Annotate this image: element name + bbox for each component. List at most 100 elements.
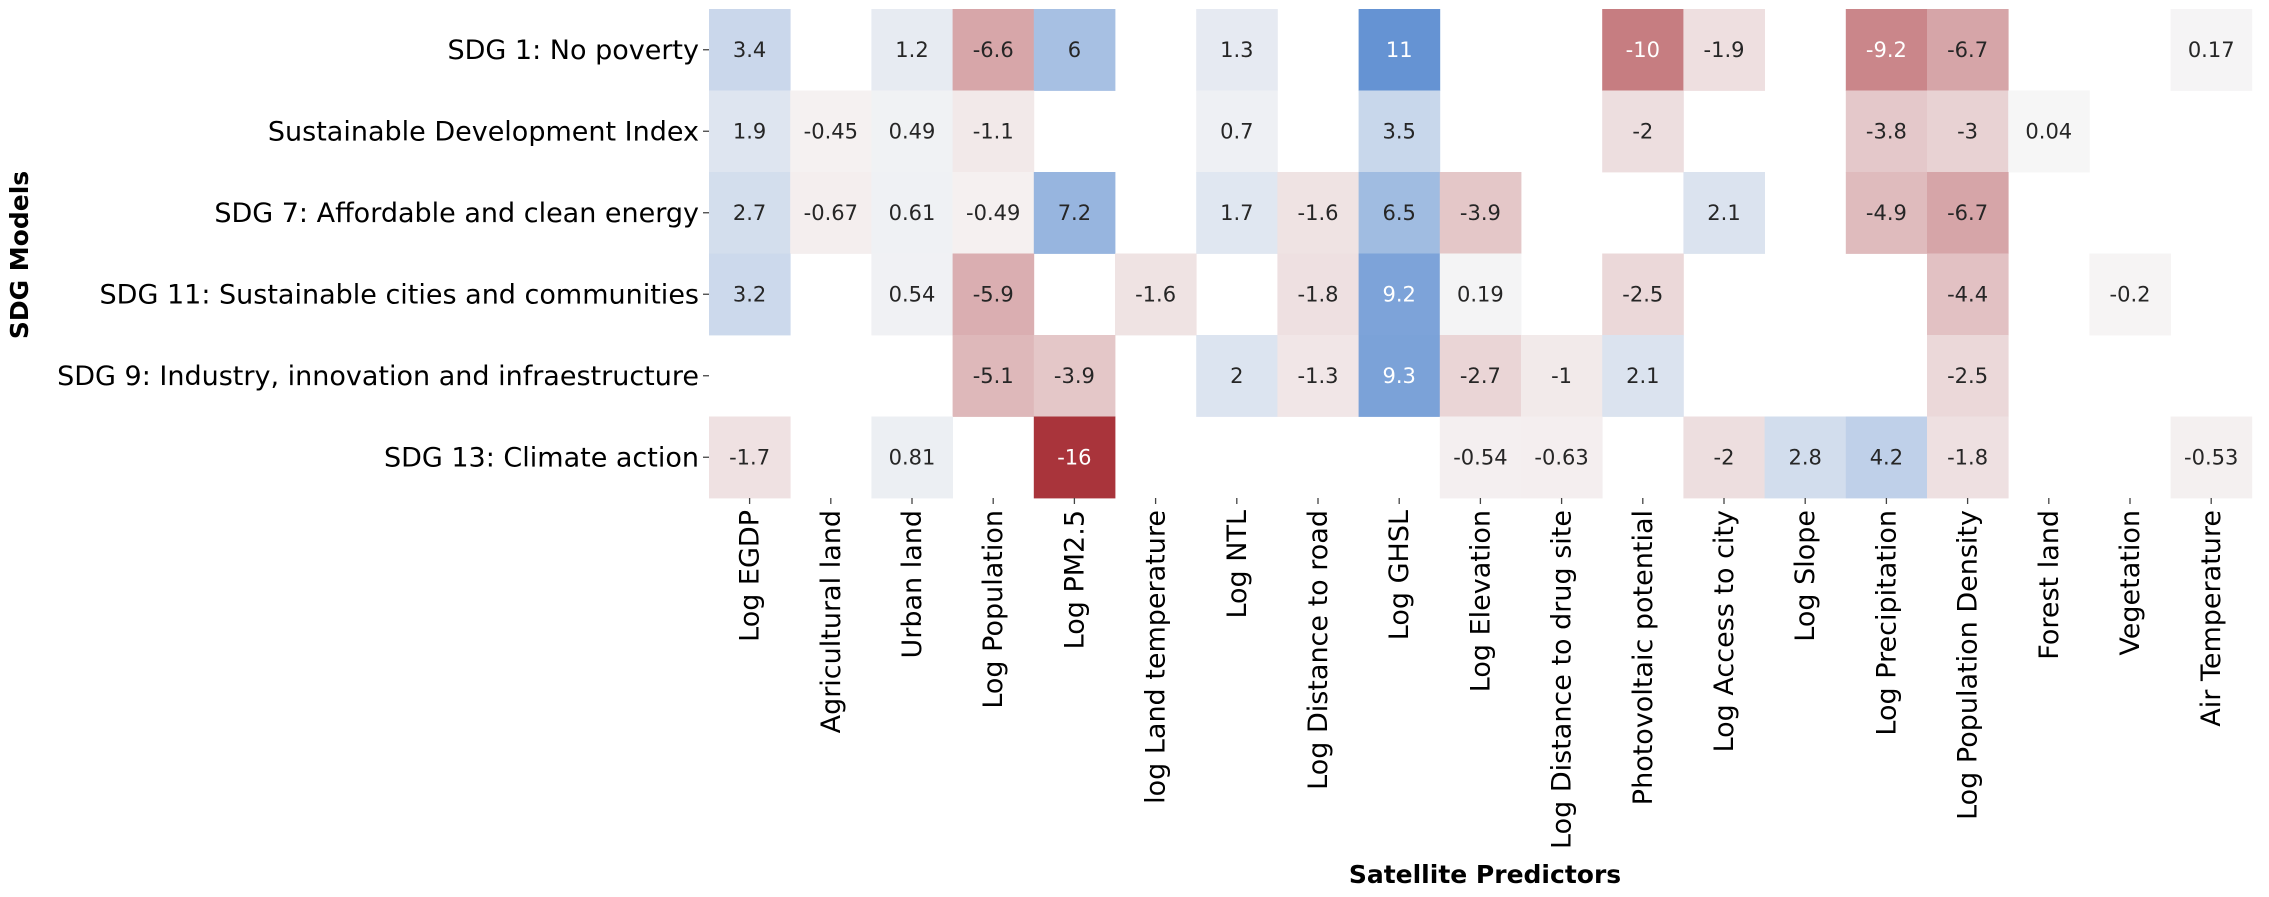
cell-value-r3-c8: 9.2	[1382, 282, 1415, 306]
cell-value-r1-c8: 3.5	[1382, 119, 1415, 143]
cell-value-r1-c3: -1.1	[973, 119, 1014, 143]
cell-value-r5-c0: -1.7	[729, 445, 770, 469]
cell-value-r5-c2: 0.81	[889, 445, 936, 469]
cell-value-r1-c11: -2	[1632, 119, 1653, 143]
cell-value-r3-c11: -2.5	[1622, 282, 1663, 306]
heatmap-cell-r3-c7	[1277, 253, 1359, 336]
cell-value-r2-c7: -1.6	[1298, 201, 1339, 225]
heatmap-cell-r3-c8	[1358, 253, 1441, 336]
cell-value-r0-c14: -9.2	[1866, 38, 1907, 62]
heatmap-cell-r0-c12	[1683, 9, 1765, 91]
cell-value-r0-c11: -10	[1626, 38, 1660, 62]
heatmap-cell-r3-c17	[2089, 253, 2171, 336]
heatmap-cell-r3-c0	[709, 253, 791, 336]
heatmap-cell-r2-c0	[709, 172, 791, 254]
row-label-sustainable-development-index: Sustainable Development Index	[268, 116, 699, 147]
cell-value-r2-c15: -6.7	[1947, 201, 1988, 225]
heatmap-cell-r3-c3	[952, 253, 1035, 336]
cell-value-r5-c12: -2	[1714, 445, 1735, 469]
row-labels: SDG 1: No poverty Sustainable Development…	[57, 35, 709, 473]
heatmap-cell-r1-c11	[1602, 90, 1684, 173]
column-label-log-precipitation: Log Precipitation	[1871, 510, 1902, 736]
heatmap-cell-r5-c4	[1033, 416, 1116, 499]
cell-value-r1-c0: 1.9	[733, 119, 766, 143]
column-label-forest-land: Forest land	[2034, 510, 2065, 660]
row-label-sdg-7-affordable-and-clean-energy: SDG 7: Affordable and clean energy	[214, 198, 699, 229]
heatmap-cell-r0-c8	[1358, 9, 1441, 91]
row-label-sdg-1-no-poverty: SDG 1: No poverty	[447, 35, 699, 66]
column-label-log-population-density: Log Population Density	[1953, 510, 1984, 820]
heatmap-cell-r2-c9	[1439, 172, 1522, 254]
cell-value-r0-c15: -6.7	[1947, 38, 1988, 62]
cell-value-r3-c15: -4.4	[1947, 282, 1988, 306]
heatmap-cell-r2-c3	[952, 172, 1035, 254]
heatmap-cell-r4-c3	[952, 335, 1035, 417]
column-label-log-pm2-5: Log PM2.5	[1059, 510, 1090, 649]
heatmap-cell-r4-c8	[1358, 335, 1441, 417]
heatmap-cell-r0-c2	[871, 9, 953, 91]
row-label-sdg-9-industry-innovation-and-infraestructure: SDG 9: Industry, innovation and infraest…	[57, 361, 699, 392]
heatmap-cell-r1-c1	[790, 90, 872, 173]
heatmap-cell-r1-c2	[871, 90, 953, 173]
cell-value-r2-c6: 1.7	[1220, 201, 1253, 225]
cell-value-r2-c9: -3.9	[1460, 201, 1501, 225]
heatmap-cell-r3-c15	[1927, 253, 2009, 336]
heatmap-cell-r2-c14	[1845, 172, 1928, 254]
heatmap-cell-r1-c14	[1845, 90, 1928, 173]
column-label-log-ntl: Log NTL	[1222, 510, 1253, 619]
cell-value-r5-c14: 4.2	[1870, 445, 1903, 469]
column-label-air-temperature: Air Temperature	[2196, 510, 2227, 727]
cell-value-r3-c3: -5.9	[973, 282, 1014, 306]
cell-value-r4-c3: -5.1	[973, 364, 1014, 388]
cell-value-r5-c9: -0.54	[1453, 445, 1507, 469]
heatmap-cell-r4-c6	[1196, 335, 1278, 417]
heatmap-cell-r0-c3	[952, 9, 1035, 91]
cell-value-r3-c9: 0.19	[1457, 282, 1504, 306]
column-label-vegetation: Vegetation	[2115, 510, 2146, 656]
heatmap-cell-r2-c6	[1196, 172, 1278, 254]
cell-value-r2-c0: 2.7	[733, 201, 766, 225]
heatmap-cell-r5-c18	[2170, 416, 2253, 499]
heatmap-cell-r2-c8	[1358, 172, 1441, 254]
heatmap-cell-r5-c2	[871, 416, 953, 499]
cell-value-r2-c2: 0.61	[889, 201, 936, 225]
heatmap-cell-r4-c7	[1277, 335, 1359, 417]
heatmap-cell-r2-c7	[1277, 172, 1359, 254]
cell-value-r1-c2: 0.49	[889, 119, 936, 143]
heatmap-cell-r0-c15	[1927, 9, 2009, 91]
cell-value-r2-c14: -4.9	[1866, 201, 1907, 225]
column-label-log-ghsl: Log GHSL	[1384, 510, 1415, 640]
cell-value-r1-c6: 0.7	[1220, 119, 1253, 143]
cell-value-r2-c8: 6.5	[1382, 201, 1415, 225]
cell-value-r3-c0: 3.2	[733, 282, 766, 306]
cell-value-r5-c4: -16	[1057, 445, 1091, 469]
y-axis-title: SDG Models	[5, 171, 34, 339]
cell-value-r0-c12: -1.9	[1704, 38, 1745, 62]
cell-value-r3-c5: -1.6	[1135, 282, 1176, 306]
heatmap-cell-r4-c15	[1927, 335, 2009, 417]
heatmap-cell-r1-c16	[2008, 90, 2090, 173]
column-label-log-slope: Log Slope	[1790, 510, 1821, 642]
column-label-log-distance-to-road: Log Distance to road	[1303, 510, 1334, 790]
heatmap-cell-r0-c0	[709, 9, 791, 91]
heatmap-cell-r3-c11	[1602, 253, 1684, 336]
heatmap-cell-r2-c12	[1683, 172, 1765, 254]
cell-value-r2-c12: 2.1	[1707, 201, 1740, 225]
column-label-log-population: Log Population	[978, 510, 1009, 709]
column-labels: Log EGDP Agricultural land Urban land Log P…	[735, 498, 2227, 849]
heatmap-cell-r5-c0	[709, 416, 791, 499]
column-label-log-egdp: Log EGDP	[735, 510, 766, 642]
heatmap-cell-r0-c6	[1196, 9, 1278, 91]
cell-value-r5-c13: 2.8	[1788, 445, 1821, 469]
heatmap-cell-r0-c11	[1602, 9, 1684, 91]
heatmap-cell-r3-c9	[1439, 253, 1522, 336]
cell-value-r4-c11: 2.1	[1626, 364, 1659, 388]
cell-value-r2-c3: -0.49	[966, 201, 1020, 225]
column-label-log-elevation: Log Elevation	[1465, 510, 1496, 692]
heatmap-cell-r0-c4	[1033, 9, 1116, 91]
heatmap-cell-r2-c4	[1033, 172, 1116, 254]
heatmap-cell-r2-c1	[790, 172, 872, 254]
heatmap-cell-r1-c15	[1927, 90, 2009, 173]
heatmap-cell-r5-c12	[1683, 416, 1765, 499]
column-label-urban-land: Urban land	[897, 510, 928, 659]
